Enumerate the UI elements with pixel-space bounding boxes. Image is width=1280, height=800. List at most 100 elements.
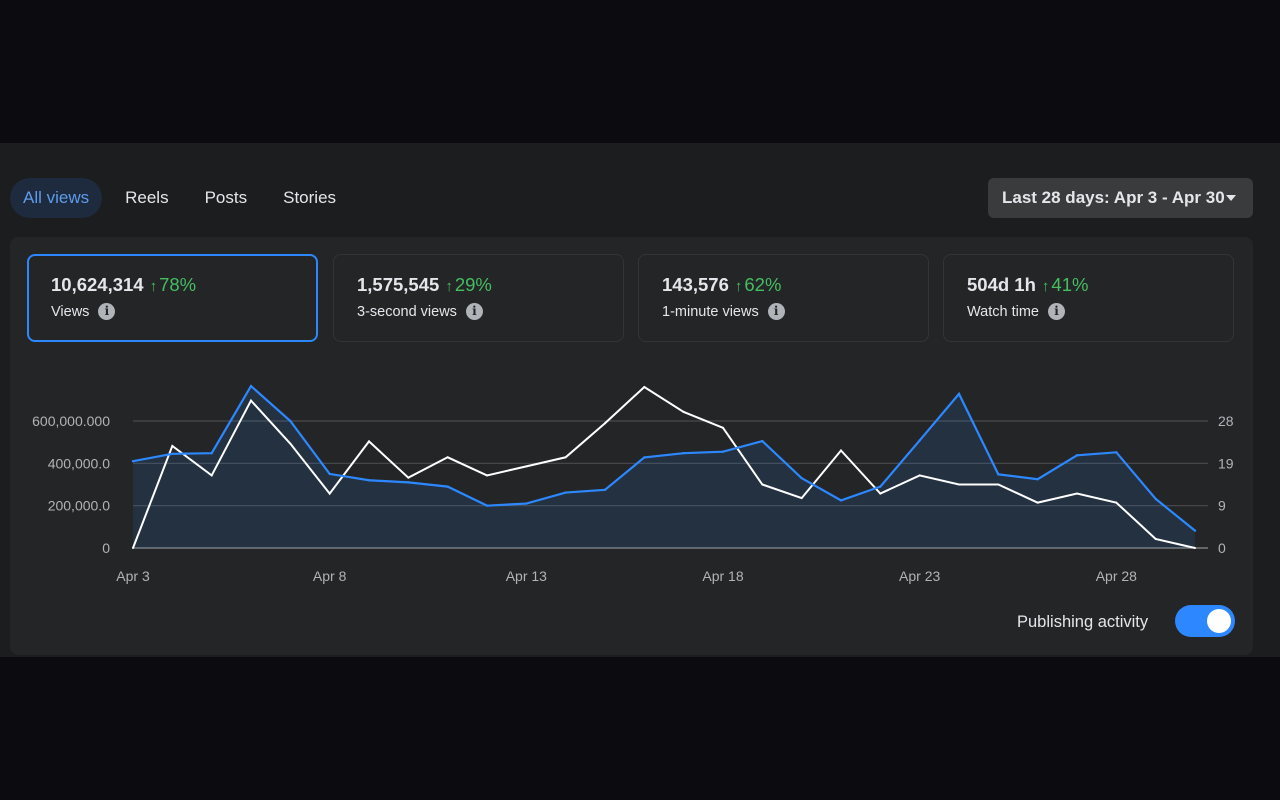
views-point bbox=[957, 392, 961, 396]
metric-value: 10,624,314 bbox=[51, 274, 144, 295]
publishing-activity-toggle[interactable] bbox=[1175, 605, 1235, 637]
date-range-label: Last 28 days: Apr 3 - Apr 30 bbox=[1002, 188, 1225, 207]
secondary-point bbox=[368, 440, 370, 443]
views-point bbox=[131, 460, 135, 463]
views-point bbox=[525, 502, 528, 505]
publishing-activity-label: Publishing activity bbox=[1017, 613, 1149, 631]
secondary-point bbox=[918, 474, 921, 477]
views-series-line bbox=[132, 384, 1196, 532]
secondary-point bbox=[800, 497, 803, 500]
secondary-point bbox=[1076, 492, 1078, 495]
info-icon[interactable]: i bbox=[98, 303, 116, 320]
metric-label: Watch time bbox=[967, 303, 1039, 320]
view-tabs: All views Reels Posts Stories bbox=[10, 178, 359, 218]
secondary-point bbox=[761, 483, 764, 486]
views-point bbox=[643, 456, 646, 459]
toggle-knob bbox=[1207, 609, 1231, 633]
views-point bbox=[721, 450, 725, 453]
views-point bbox=[879, 485, 882, 488]
tab-stories[interactable]: Stories bbox=[283, 188, 337, 207]
views-point bbox=[1115, 451, 1118, 454]
views-point bbox=[682, 451, 685, 455]
metric-value: 504d 1h bbox=[967, 274, 1036, 295]
views-point bbox=[328, 472, 331, 476]
x-tick-label: Apr 28 bbox=[1096, 568, 1137, 584]
views-card: 10,624,314 ↑ 78% Views i 1,575,545 ↑ 29% 3… bbox=[10, 237, 1253, 655]
secondary-point bbox=[958, 483, 960, 486]
secondary-point bbox=[289, 442, 292, 445]
secondary-point bbox=[840, 449, 842, 452]
metric-3-second-views[interactable]: 1,575,545 ↑ 29% 3-second views i bbox=[333, 254, 624, 342]
x-tick-label: Apr 23 bbox=[899, 568, 940, 584]
views-point bbox=[761, 439, 764, 443]
secondary-series-line bbox=[132, 385, 1196, 549]
views-point bbox=[249, 384, 253, 388]
secondary-point bbox=[407, 476, 410, 479]
info-icon[interactable]: i bbox=[767, 303, 785, 320]
date-range-dropdown[interactable]: Last 28 days: Apr 3 - Apr 30 bbox=[988, 178, 1253, 218]
views-point bbox=[407, 481, 410, 484]
analytics-panel: All views Reels Posts Stories Last 28 da… bbox=[0, 143, 1280, 657]
y-right-tick-label: 9 bbox=[1218, 498, 1226, 514]
y-left-tick-label: 400,000.0 bbox=[48, 455, 110, 471]
views-point bbox=[485, 504, 489, 507]
views-point bbox=[1075, 454, 1079, 457]
secondary-point bbox=[250, 399, 252, 402]
secondary-point bbox=[1194, 547, 1196, 549]
arrow-up-icon: ↑ bbox=[734, 278, 743, 295]
secondary-point bbox=[643, 385, 646, 388]
secondary-point bbox=[1036, 501, 1039, 504]
metric-label: Views bbox=[51, 303, 90, 320]
metric-change: 62% bbox=[744, 274, 782, 295]
secondary-point bbox=[604, 422, 606, 425]
secondary-point bbox=[1154, 537, 1157, 540]
info-icon[interactable]: i bbox=[1047, 303, 1065, 320]
views-point bbox=[367, 479, 371, 482]
metric-change: 29% bbox=[454, 274, 492, 295]
tab-posts[interactable]: Posts bbox=[204, 188, 248, 207]
arrow-up-icon: ↑ bbox=[1041, 278, 1050, 295]
secondary-point bbox=[328, 492, 331, 495]
y-left-tick-label: 0 bbox=[102, 540, 110, 556]
views-point bbox=[289, 419, 292, 423]
y-left-tick-label: 600,000.000 bbox=[32, 413, 110, 429]
views-point bbox=[603, 488, 607, 491]
secondary-point bbox=[171, 444, 174, 447]
arrow-up-icon: ↑ bbox=[149, 278, 158, 295]
views-point bbox=[1193, 529, 1197, 532]
metric-value: 143,576 bbox=[662, 274, 729, 295]
x-tick-label: Apr 8 bbox=[313, 568, 347, 584]
metric-value: 1,575,545 bbox=[357, 274, 440, 295]
metric-watch-time[interactable]: 504d 1h ↑ 41% Watch time i bbox=[943, 254, 1234, 342]
metric-label: 3-second views bbox=[357, 303, 457, 320]
views-point bbox=[1154, 497, 1157, 501]
y-right-tick-label: 19 bbox=[1218, 455, 1234, 471]
views-point bbox=[997, 473, 1000, 476]
views-line-chart: 0 200,000.0 400,000.0 600,000.000 0 9 19 28 Apr … bbox=[32, 384, 1234, 584]
secondary-point bbox=[997, 483, 1000, 486]
metric-change: 41% bbox=[1051, 274, 1089, 295]
arrow-up-icon: ↑ bbox=[445, 278, 453, 295]
secondary-point bbox=[525, 465, 528, 468]
tab-all-views[interactable]: All views bbox=[10, 178, 103, 218]
info-icon[interactable]: i bbox=[465, 303, 483, 320]
secondary-point bbox=[210, 474, 213, 477]
views-point bbox=[210, 451, 213, 455]
views-point bbox=[1036, 478, 1039, 481]
secondary-point bbox=[1115, 501, 1118, 504]
x-tick-label: Apr 3 bbox=[116, 568, 150, 584]
secondary-point bbox=[132, 547, 134, 549]
views-point bbox=[918, 439, 921, 442]
x-tick-label: Apr 18 bbox=[702, 568, 743, 584]
secondary-point bbox=[564, 456, 567, 459]
views-point bbox=[839, 499, 843, 502]
secondary-point bbox=[446, 456, 449, 459]
metric-1-minute-views[interactable]: 143,576 ↑ 62% 1-minute views i bbox=[638, 254, 929, 342]
x-tick-label: Apr 13 bbox=[506, 568, 547, 584]
metric-change: 78% bbox=[159, 274, 197, 295]
secondary-point bbox=[879, 492, 882, 495]
metric-views[interactable]: 10,624,314 ↑ 78% Views i bbox=[27, 254, 318, 342]
y-right-tick-label: 28 bbox=[1218, 413, 1234, 429]
views-point bbox=[171, 452, 174, 456]
tab-reels[interactable]: Reels bbox=[125, 188, 169, 207]
